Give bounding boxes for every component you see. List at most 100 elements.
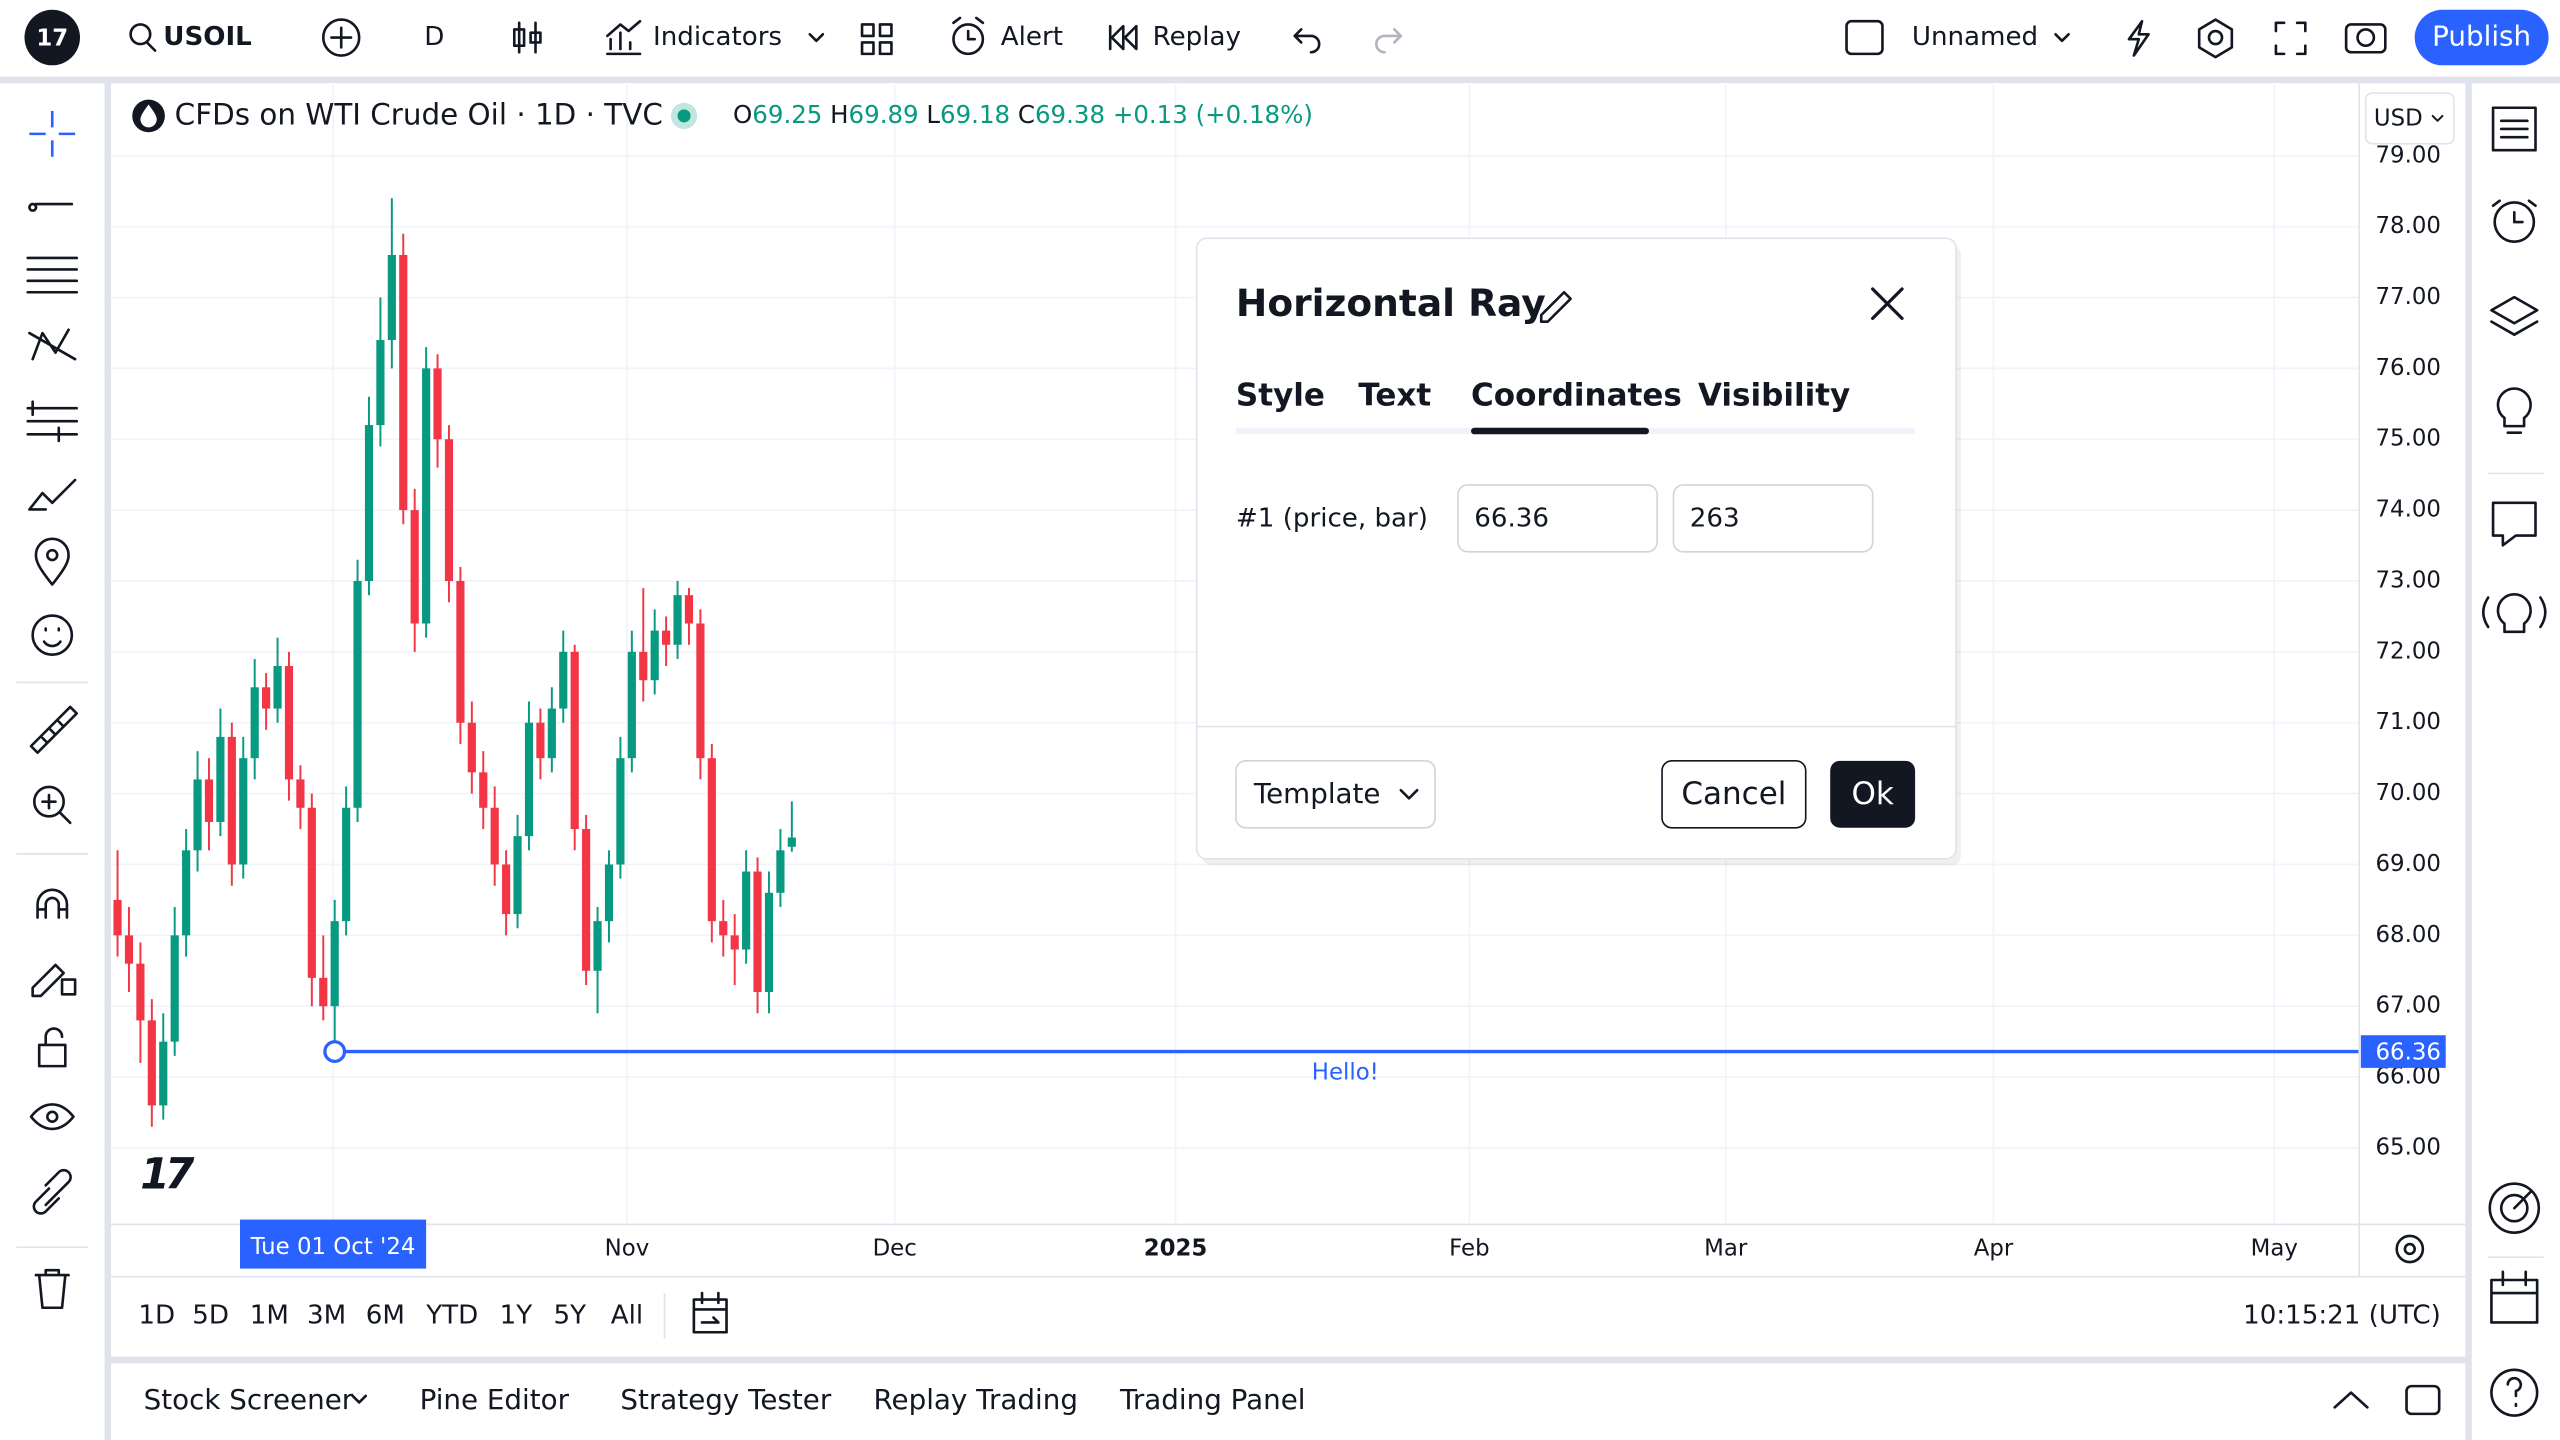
calendar-icon[interactable] <box>2490 1270 2539 1324</box>
zoom-tool[interactable] <box>32 785 65 818</box>
snapshot-icon[interactable] <box>2344 23 2387 54</box>
bottom-tab[interactable]: Strategy Tester <box>620 1383 831 1416</box>
bottom-tab[interactable]: Pine Editor <box>420 1383 570 1416</box>
forecast-tool[interactable] <box>26 400 79 443</box>
link-tool[interactable] <box>32 1168 72 1215</box>
range-button[interactable]: YTD <box>425 1300 478 1330</box>
clock[interactable]: 10:15:21 (UTC) <box>2243 1300 2441 1330</box>
quick-search-icon[interactable] <box>2127 19 2150 57</box>
rename-icon[interactable] <box>1539 290 1572 323</box>
range-button[interactable]: 5Y <box>554 1300 587 1330</box>
bottom-tab[interactable]: Stock Screener <box>144 1383 354 1416</box>
bottom-tab[interactable]: Replay Trading <box>873 1383 1078 1416</box>
currency[interactable]: USD <box>2374 106 2423 132</box>
compare-icon[interactable] <box>321 18 361 57</box>
watchlist-icon[interactable] <box>2491 106 2537 152</box>
dialog-tab[interactable]: Coordinates <box>1471 378 1682 414</box>
interval[interactable]: D <box>424 22 444 52</box>
layout-box[interactable] <box>1845 19 1884 56</box>
redo-icon[interactable] <box>1375 28 1403 54</box>
dom-icon[interactable] <box>2488 1182 2541 1234</box>
chevron[interactable] <box>2054 32 2070 43</box>
alert-icon[interactable] <box>952 23 985 56</box>
range-button[interactable]: 5D <box>192 1300 229 1330</box>
bottom-tab[interactable]: Trading Panel <box>1119 1383 1306 1416</box>
trash-tool[interactable] <box>34 1268 70 1310</box>
legend-title[interactable]: CFDs on WTI Crude Oil · 1D · TVC <box>175 97 663 131</box>
settings-icon[interactable] <box>2197 18 2234 59</box>
range-button[interactable]: All <box>611 1300 643 1330</box>
dialog-tab[interactable]: Visibility <box>1698 378 1850 414</box>
chevron[interactable] <box>808 32 825 43</box>
candle-body <box>250 687 259 759</box>
chart-type-icon[interactable] <box>512 21 542 54</box>
crosshair-tool[interactable] <box>29 111 76 157</box>
candle-body <box>410 510 419 624</box>
layout-icon[interactable] <box>860 23 893 56</box>
collapse-icon[interactable] <box>2333 1391 2369 1409</box>
range-button[interactable]: 1M <box>250 1300 289 1330</box>
bottom-tabs: Stock Screener Pine Editor Strategy Tester… <box>144 1383 1306 1416</box>
replay[interactable]: Replay <box>1153 22 1241 52</box>
ideas-icon[interactable] <box>2496 387 2532 434</box>
indicators-icon[interactable] <box>606 19 642 56</box>
range-button[interactable]: 3M <box>307 1300 346 1330</box>
cancel-label[interactable]: Cancel <box>1681 776 1786 812</box>
close-icon[interactable] <box>1871 287 1904 321</box>
note-tool[interactable] <box>34 537 70 586</box>
ok-label[interactable]: Ok <box>1851 776 1893 812</box>
lock-tool[interactable] <box>37 1027 67 1068</box>
fullscreen-icon[interactable] <box>2274 21 2307 56</box>
range-button[interactable]: 1D <box>138 1300 175 1330</box>
candle-body <box>182 850 191 936</box>
y-tick-label: 70.00 <box>2376 780 2441 806</box>
ok-button[interactable] <box>1830 760 1916 828</box>
hide-tool[interactable] <box>29 1103 75 1131</box>
template-label[interactable]: Template <box>1253 777 1381 810</box>
fib-tool[interactable] <box>26 256 79 294</box>
range-button[interactable]: 1Y <box>500 1300 533 1330</box>
alerts-icon[interactable] <box>2493 201 2536 243</box>
ray-text: Hello! <box>1312 1059 1379 1085</box>
currency-button[interactable] <box>2364 92 2455 145</box>
axis-settings[interactable] <box>2395 1234 2425 1264</box>
candle-body <box>330 921 339 1007</box>
bar-input-value[interactable]: 263 <box>1690 504 1740 534</box>
logo[interactable] <box>24 9 80 66</box>
dialog-tab[interactable]: Text <box>1358 378 1431 414</box>
range-button[interactable]: 6M <box>366 1300 405 1330</box>
streams-icon[interactable] <box>2481 593 2547 634</box>
candle-body <box>319 977 328 1007</box>
publish-button[interactable] <box>2414 9 2549 66</box>
bar-input[interactable] <box>1672 484 1874 553</box>
layout-name[interactable]: Unnamed <box>1912 22 2038 52</box>
lock-draw-tool[interactable] <box>31 963 77 998</box>
candle-body <box>273 666 282 709</box>
brush-tool[interactable] <box>28 478 77 511</box>
watermark: 17 <box>140 1151 195 1200</box>
alert[interactable]: Alert <box>1001 22 1063 52</box>
maximize-icon[interactable] <box>2405 1384 2441 1416</box>
layers-icon[interactable] <box>2490 295 2539 336</box>
ruler-tool[interactable] <box>29 705 79 754</box>
undo-icon[interactable] <box>1293 28 1321 54</box>
candle-body <box>604 864 614 922</box>
replay-icon[interactable] <box>1108 24 1138 51</box>
pattern-tool[interactable] <box>28 328 77 361</box>
dialog-tab[interactable]: Style <box>1236 378 1325 414</box>
cancel-button[interactable] <box>1661 760 1807 829</box>
help-icon[interactable] <box>2490 1368 2539 1417</box>
emoji-tool[interactable] <box>31 614 74 656</box>
price-input[interactable] <box>1457 484 1658 553</box>
magnet-tool[interactable] <box>36 888 69 919</box>
goto-date-icon[interactable] <box>692 1291 728 1334</box>
candle-body <box>787 837 796 847</box>
chevron[interactable] <box>351 1394 368 1404</box>
template-button[interactable] <box>1235 760 1436 829</box>
price-input-value[interactable]: 66.36 <box>1474 504 1549 534</box>
trendline-tool[interactable] <box>28 202 74 212</box>
candle-body <box>433 368 442 440</box>
symbol[interactable]: USOIL <box>163 22 252 52</box>
chats-icon[interactable] <box>2491 501 2537 547</box>
indicators[interactable]: Indicators <box>653 22 782 52</box>
